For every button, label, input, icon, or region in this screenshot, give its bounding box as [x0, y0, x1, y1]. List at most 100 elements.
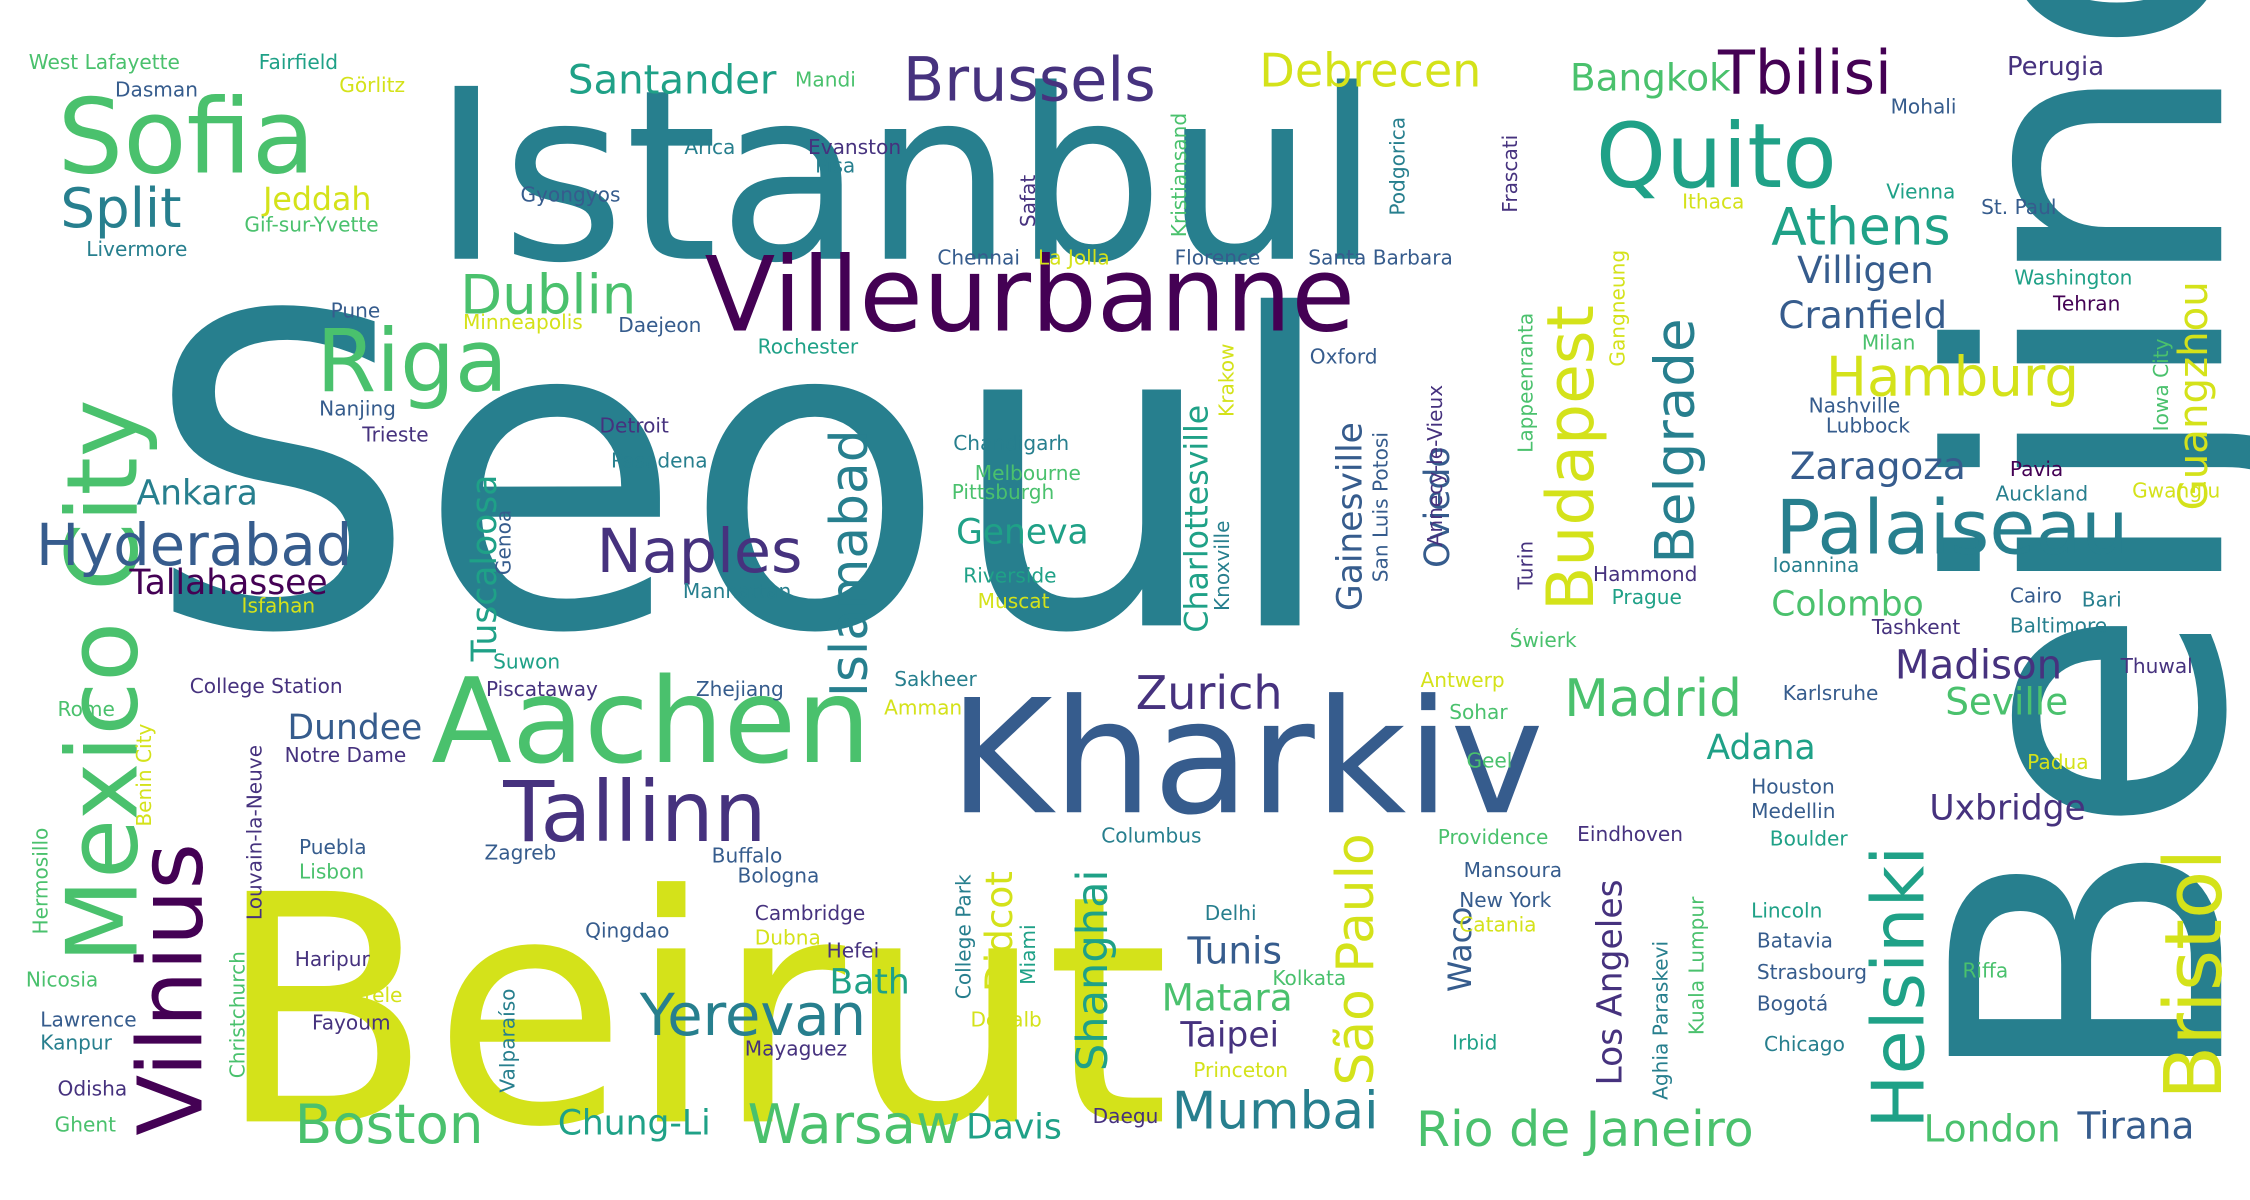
word-gainesville: Gainesville [1331, 422, 1371, 611]
word-debrecen: Debrecen [1259, 43, 1481, 97]
word-santa-barbara: Santa Barbara [1308, 246, 1453, 270]
word-bologna: Bologna [738, 864, 820, 888]
word-auckland: Auckland [1996, 481, 2089, 505]
word-cambridge: Cambridge [755, 901, 865, 925]
word-pune: Pune [331, 299, 381, 323]
word-dubna: Dubna [755, 926, 821, 950]
word-evanston: Evanston [808, 135, 901, 159]
word-rio-de-janeiro: Rio de Janeiro [1416, 1101, 1754, 1158]
word-rochester: Rochester [758, 335, 859, 359]
word-charlottesville: Charlottesville [1180, 405, 1216, 633]
word-pasadena: Pasadena [611, 448, 708, 472]
word-minneapolis: Minneapolis [463, 310, 583, 334]
word-medellin: Medellin [1751, 799, 1835, 823]
word-daegu: Daegu [1093, 1104, 1159, 1128]
word-colombo: Colombo [1771, 584, 1924, 624]
word-tbilisi: Tbilisi [1717, 38, 1892, 108]
word-washington: Washington [2014, 266, 2132, 290]
word-athens: Athens [1771, 197, 1950, 257]
word-uxbridge: Uxbridge [1929, 788, 2085, 828]
word-amman: Amman [884, 696, 962, 720]
word-princeton: Princeton [1193, 1058, 1288, 1082]
word-kharkiv: Kharkiv [949, 666, 1544, 850]
word-lincoln: Lincoln [1751, 898, 1822, 922]
word-buffalo: Buffalo [712, 844, 783, 868]
word-geel: Geel [1466, 749, 1512, 773]
word-livermore: Livermore [86, 237, 187, 261]
word-geneva: Geneva [956, 512, 1089, 552]
word-kanpur: Kanpur [40, 1031, 112, 1055]
word-warsaw: Warsaw [748, 1092, 961, 1156]
word-seoul: Seoul [144, 225, 1340, 727]
word-arica: Arica [684, 135, 735, 159]
word-kristiansand: Kristiansand [1167, 113, 1191, 237]
word-ghent: Ghent [55, 1112, 116, 1136]
word-college-park: College Park [951, 874, 975, 999]
word-sao-paulo: São Paulo [1326, 833, 1386, 1085]
word-rome: Rome [58, 697, 115, 721]
word-antwerp: Antwerp [1420, 668, 1504, 692]
word-nashville: Nashville [1809, 394, 1901, 418]
word-hamburg: Hamburg [1826, 344, 2079, 408]
word-suwon: Suwon [493, 650, 560, 674]
word-santander: Santander [568, 57, 777, 103]
word-magurele: Măgurele [309, 983, 402, 1007]
word-irbid: Irbid [1452, 1031, 1497, 1055]
word-cranfield: Cranfield [1778, 293, 1947, 337]
word-gyongyos: Gyongyos [520, 182, 620, 206]
word-adana: Adana [1707, 728, 1816, 768]
word-iowa-city: Iowa City [2149, 338, 2173, 431]
word-taipei: Taipei [1179, 1016, 1279, 1056]
word-turin: Turin [1514, 541, 1538, 591]
word-dundee: Dundee [288, 708, 423, 748]
word-genoa: Genoa [491, 510, 515, 575]
word-dublin: Dublin [460, 262, 636, 326]
word-jeddah: Jeddah [261, 182, 371, 218]
word-didcot: Didcot [977, 871, 1021, 992]
word-louvain-la-neuve: Louvain-la-Neuve [243, 745, 267, 920]
word-vienna: Vienna [1886, 179, 1955, 203]
word-prague: Prague [1612, 585, 1682, 609]
word-hefei: Hefei [827, 939, 880, 963]
word-beijing: Beijing [1875, 0, 2250, 1093]
word-cairo: Cairo [2010, 583, 2062, 607]
word-shanghai: Shanghai [1068, 869, 1118, 1071]
word-odisha: Odisha [58, 1077, 128, 1101]
word-mexico-city: Mexico City [47, 399, 161, 963]
word-bangkok: Bangkok [1570, 56, 1731, 100]
word-hermosillo: Hermosillo [28, 828, 52, 935]
word-oviedo: Oviedo [1418, 447, 1458, 568]
word-gif-sur-yvette: Gif-sur-Yvette [244, 212, 378, 236]
word-thuwal: Thuwal [2120, 654, 2193, 678]
word-vilnius: Vilnius [119, 843, 223, 1136]
word-bath: Bath [830, 962, 910, 1002]
word-dasman: Dasman [115, 77, 198, 101]
word-benin-city: Benin City [132, 724, 156, 827]
word-new-york: New York [1459, 888, 1551, 912]
word-melbourne: Melbourne [975, 461, 1081, 485]
word-riverside: Riverside [963, 563, 1056, 587]
word-aghia-paraskevi: Aghia Paraskevi [1649, 941, 1673, 1100]
word-quito: Quito [1596, 105, 1837, 209]
word-tuscaloosa: Tuscaloosa [465, 475, 505, 663]
word-belgrade: Belgrade [1643, 318, 1707, 563]
word-la-jolla: La Jolla [1038, 246, 1110, 270]
word-gwangju: Gwangju [2132, 478, 2220, 502]
word-pittsburgh: Pittsburgh [952, 480, 1054, 504]
word-eindhoven: Eindhoven [1577, 822, 1683, 846]
word-daejeon: Daejeon [618, 313, 701, 337]
word-sohar: Sohar [1449, 700, 1508, 724]
word-columbus: Columbus [1101, 823, 1201, 847]
word-madrid: Madrid [1564, 669, 1742, 729]
word-padua: Padua [2027, 750, 2088, 774]
word-pisa: Pisa [815, 154, 855, 178]
word-st-paul: St. Paul [1981, 195, 2056, 219]
word-naples: Naples [597, 517, 803, 587]
word-puebla: Puebla [299, 835, 367, 859]
word-piscataway: Piscataway [486, 677, 598, 701]
word-podgorica: Podgorica [1386, 117, 1410, 216]
word-zagreb: Zagreb [485, 841, 557, 865]
word-ioannina: Ioannina [1773, 553, 1860, 577]
word-matara: Matara [1162, 976, 1293, 1020]
word-safat: Safat [1016, 175, 1040, 227]
